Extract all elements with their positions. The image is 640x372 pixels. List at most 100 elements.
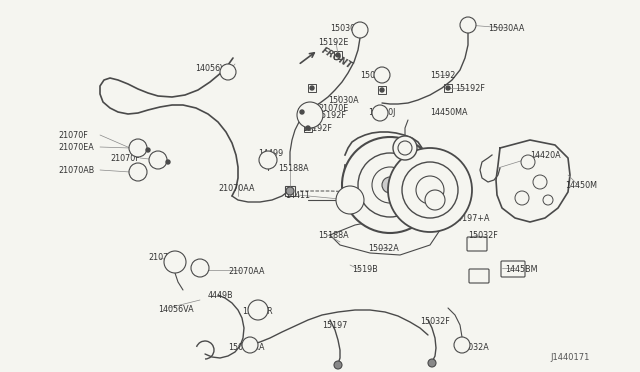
Circle shape: [306, 126, 310, 130]
Text: 15192E: 15192E: [318, 38, 348, 46]
Text: 15030AA: 15030AA: [488, 23, 524, 32]
Text: 15032F: 15032F: [468, 231, 498, 240]
Circle shape: [245, 340, 255, 350]
Circle shape: [252, 304, 264, 316]
Circle shape: [195, 263, 205, 273]
Circle shape: [129, 139, 147, 157]
Circle shape: [164, 251, 186, 273]
Circle shape: [336, 186, 364, 214]
Text: 15197: 15197: [322, 321, 348, 330]
Circle shape: [521, 155, 535, 169]
Text: 21070F: 21070F: [58, 131, 88, 140]
Circle shape: [543, 195, 553, 205]
Circle shape: [533, 175, 547, 189]
Circle shape: [133, 143, 143, 153]
Circle shape: [133, 167, 143, 177]
Circle shape: [242, 337, 258, 353]
Text: 21070E: 21070E: [318, 103, 348, 112]
Circle shape: [302, 107, 318, 123]
FancyBboxPatch shape: [444, 84, 452, 92]
Circle shape: [146, 148, 150, 152]
Circle shape: [352, 22, 368, 38]
Circle shape: [220, 64, 236, 80]
Circle shape: [297, 102, 323, 128]
Text: 4449B: 4449B: [208, 291, 234, 299]
Circle shape: [149, 151, 167, 169]
Text: 21070EA: 21070EA: [58, 142, 93, 151]
Circle shape: [342, 137, 438, 233]
Text: 15030A: 15030A: [328, 96, 358, 105]
Circle shape: [416, 176, 444, 204]
Text: 15188A: 15188A: [318, 231, 349, 240]
Circle shape: [460, 17, 476, 33]
Circle shape: [463, 20, 473, 30]
Circle shape: [372, 105, 388, 121]
Circle shape: [168, 255, 182, 269]
Text: 15188A: 15188A: [278, 164, 308, 173]
Circle shape: [375, 108, 385, 118]
Circle shape: [355, 25, 365, 35]
FancyBboxPatch shape: [469, 269, 489, 283]
Text: 21070AA: 21070AA: [228, 267, 264, 276]
Text: 21070F: 21070F: [110, 154, 140, 163]
Circle shape: [402, 162, 458, 218]
Circle shape: [263, 155, 273, 165]
Text: 21070A: 21070A: [148, 253, 179, 263]
FancyBboxPatch shape: [501, 261, 525, 277]
Text: 15192F: 15192F: [316, 110, 346, 119]
Text: 15192: 15192: [430, 71, 456, 80]
Circle shape: [393, 136, 417, 160]
Text: 14056VA: 14056VA: [158, 305, 194, 314]
Circle shape: [388, 148, 472, 232]
Circle shape: [300, 110, 304, 114]
Text: 15197+A: 15197+A: [452, 214, 490, 222]
Circle shape: [248, 300, 268, 320]
Circle shape: [191, 259, 209, 277]
Circle shape: [286, 187, 294, 195]
Text: 14450MA: 14450MA: [430, 108, 467, 116]
Text: 21070AA: 21070AA: [218, 183, 255, 192]
Text: 15030AB: 15030AB: [330, 23, 366, 32]
Circle shape: [374, 67, 390, 83]
Text: 15032A: 15032A: [458, 343, 489, 353]
Circle shape: [515, 191, 529, 205]
Text: 15030J: 15030J: [360, 71, 387, 80]
Circle shape: [166, 160, 170, 164]
Text: 15066R: 15066R: [242, 308, 273, 317]
Circle shape: [358, 153, 422, 217]
Text: 14499: 14499: [258, 148, 284, 157]
Text: 14056V: 14056V: [195, 64, 226, 73]
FancyBboxPatch shape: [304, 124, 312, 132]
Text: 1445BM: 1445BM: [505, 266, 538, 275]
Text: 15032A: 15032A: [368, 244, 399, 253]
Text: 14420A: 14420A: [530, 151, 561, 160]
Circle shape: [377, 70, 387, 80]
Circle shape: [382, 177, 398, 193]
Text: 15192F: 15192F: [302, 124, 332, 132]
FancyBboxPatch shape: [378, 86, 386, 94]
FancyBboxPatch shape: [308, 84, 316, 92]
Circle shape: [310, 86, 314, 90]
Text: 15032AA: 15032AA: [228, 343, 264, 353]
Circle shape: [153, 155, 163, 165]
FancyBboxPatch shape: [467, 237, 487, 251]
Circle shape: [446, 86, 450, 90]
Circle shape: [342, 192, 358, 208]
Circle shape: [429, 194, 441, 206]
Circle shape: [425, 190, 445, 210]
Circle shape: [259, 151, 277, 169]
Circle shape: [457, 340, 467, 350]
FancyBboxPatch shape: [285, 186, 295, 196]
Text: J1440171: J1440171: [550, 353, 590, 362]
Circle shape: [454, 337, 470, 353]
Text: 15030J: 15030J: [368, 108, 396, 116]
Text: 21070AB: 21070AB: [58, 166, 94, 174]
Circle shape: [428, 359, 436, 367]
FancyBboxPatch shape: [298, 108, 306, 116]
Text: 1519B: 1519B: [352, 266, 378, 275]
Circle shape: [129, 163, 147, 181]
Text: 14411: 14411: [285, 190, 310, 199]
Circle shape: [380, 88, 384, 92]
Circle shape: [334, 361, 342, 369]
Text: 14450M: 14450M: [565, 180, 597, 189]
